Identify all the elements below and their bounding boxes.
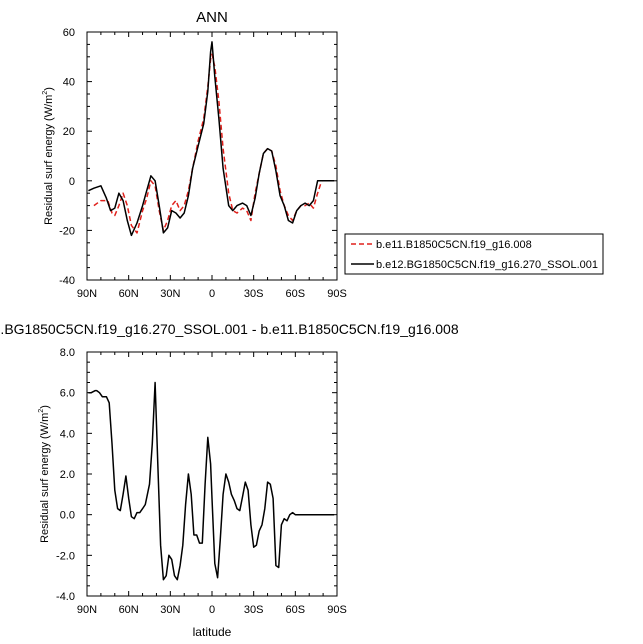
y-tick-label: 8.0 (60, 347, 75, 359)
x-tick-label: 0 (209, 288, 215, 300)
top-panel: ANN -40 -20 0 20 40 60 90N 60N 30N 0 30S 60S 90S Re… (42, 9, 347, 300)
tick-marks (86, 31, 338, 281)
x-tick-label: 0 (209, 604, 215, 616)
diff-x-axis-label: latitude (193, 625, 232, 639)
x-tick-label: 60S (286, 288, 306, 300)
y-tick-label: 0.0 (60, 510, 75, 522)
x-tick-label: 60N (119, 604, 139, 616)
legend: b.e11.B1850C5CN.f19_g16.008 b.e12.BG1850… (344, 233, 604, 275)
legend-label-series-1: b.e11.B1850C5CN.f19_g16.008 (376, 239, 532, 251)
series-line-1 (93, 53, 335, 234)
x-tick-label: 30S (244, 604, 264, 616)
x-tick-label: 30S (244, 288, 264, 300)
y-axis-label: Residual surf energy (W/m2) (42, 87, 55, 225)
x-tick-label: 90N (77, 604, 97, 616)
x-tick-label: 30N (160, 604, 180, 616)
legend-frame (344, 233, 604, 275)
x-tick-label: 90N (77, 288, 97, 300)
plot-area-frame (86, 31, 338, 281)
y-tick-label: 2.0 (60, 469, 75, 481)
difference-chart-title: b.e12.BG1850C5CN.f19_g16.270_SSOL.001 - … (0, 321, 459, 337)
x-tick-label: 30N (160, 288, 180, 300)
y-tick-label: 6.0 (60, 388, 75, 400)
y-tick-labels: -40 -20 0 20 40 60 (59, 27, 75, 287)
x-tick-label: 90S (327, 288, 347, 300)
x-tick-label: 60S (286, 604, 306, 616)
diff-x-tick-labels: 90N 60N 30N 0 30S 60S 90S (77, 604, 347, 616)
series-lines (88, 41, 335, 237)
y-tick-label: 0 (69, 176, 75, 188)
y-tick-label: 4.0 (60, 428, 75, 440)
diff-y-axis-label: Residual surf energy (W/m2) (38, 405, 51, 543)
y-tick-label: -4.0 (56, 591, 75, 603)
legend-label-series-2: b.e12.BG1850C5CN.f19_g16.270_SSOL.001 (376, 259, 598, 271)
y-tick-label: -40 (59, 275, 75, 287)
x-tick-labels: 90N 60N 30N 0 30S 60S 90S (77, 288, 347, 300)
y-tick-label: -20 (59, 225, 75, 237)
series-line-1 (88, 381, 335, 581)
diff-tick-marks (86, 351, 338, 597)
diff-series-lines (88, 381, 335, 581)
y-tick-label: 60 (63, 27, 75, 39)
y-tick-label: 20 (63, 126, 75, 138)
y-tick-label: -2.0 (56, 550, 75, 562)
diff-plot-area-frame (86, 351, 338, 597)
x-tick-label: 60N (119, 288, 139, 300)
diff-y-tick-labels: -4.0 -2.0 0.0 2.0 4.0 6.0 8.0 (56, 347, 75, 603)
bottom-panel: b.e12.BG1850C5CN.f19_g16.270_SSOL.001 - … (0, 321, 459, 639)
x-tick-label: 90S (327, 604, 347, 616)
y-tick-label: 40 (63, 77, 75, 89)
chart-title: ANN (196, 9, 228, 26)
series-line-2 (88, 41, 335, 237)
